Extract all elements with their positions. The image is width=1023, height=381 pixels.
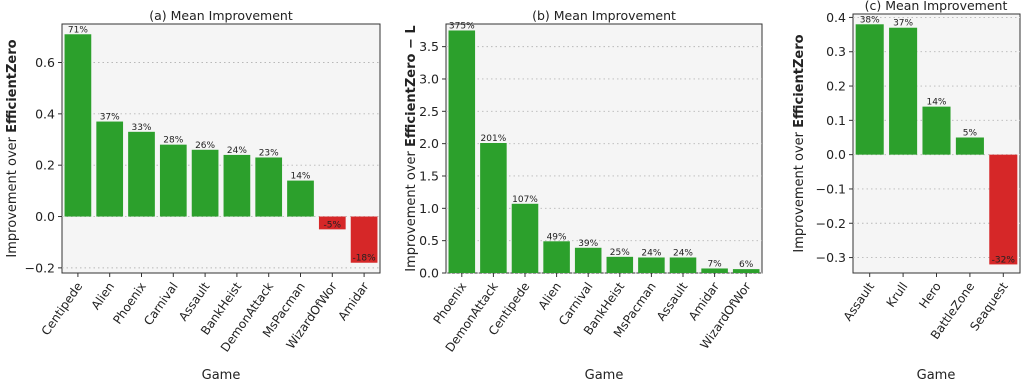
- bar-centipede: [64, 34, 92, 217]
- bar-assault: [191, 149, 219, 217]
- chart-panel-3: −0.3 −0.2 −0.1 0.0 0.1 0.2 0.3 0.4 38% Assault 37%…: [792, 0, 1021, 381]
- y-tick-label: −0.3: [816, 250, 846, 265]
- bar-mspacman: [287, 180, 314, 217]
- bar-alien: [96, 121, 124, 217]
- bar-battlezone: [955, 137, 984, 155]
- bar-hero: [922, 106, 951, 155]
- chart-title: (a) Mean Improvement: [149, 8, 293, 23]
- x-tick-label: Alien: [89, 280, 118, 313]
- data-label: 107%: [512, 195, 538, 205]
- chart-panel-2: 0.00.51.01.52.02.53.03.5375%Phoenix201%D…: [404, 8, 763, 381]
- y-tick-label: 0.0: [826, 147, 846, 162]
- y-tick-label: 0.0: [419, 266, 439, 281]
- data-label: 24%: [641, 248, 661, 258]
- x-tick-label: Centipede: [39, 280, 86, 338]
- data-label: 375%: [449, 21, 475, 31]
- bar-mspacman: [638, 257, 665, 273]
- y-tick-label: 2.5: [419, 104, 439, 119]
- y-tick-label: −0.1: [816, 181, 846, 196]
- x-tick-label: Alien: [535, 280, 564, 313]
- y-tick-label: 0.5: [419, 233, 439, 248]
- x-tick-label: Assault: [841, 279, 878, 323]
- bar-phoenix: [448, 30, 476, 274]
- y-tick-label: 0.2: [826, 79, 846, 94]
- bar-bankheist: [606, 256, 634, 273]
- y-tick-label: 0.2: [35, 158, 55, 173]
- data-label: 14%: [290, 172, 310, 182]
- data-label: 49%: [547, 232, 567, 242]
- bar-amidar: [350, 216, 378, 263]
- data-label: 26%: [195, 141, 215, 151]
- bar-krull: [889, 27, 918, 155]
- y-axis-label: Improvement over EfficientZero: [5, 39, 20, 257]
- y-axis-label-bold: EfficientZero − L: [404, 25, 419, 147]
- x-axis-label: Game: [202, 368, 241, 381]
- bar-wizardofwor: [318, 216, 346, 230]
- data-label: 24%: [227, 146, 247, 156]
- data-label: 23%: [259, 148, 279, 158]
- y-tick-label: 0.4: [35, 106, 55, 121]
- bar-amidar: [701, 268, 728, 273]
- chart-title: (b) Mean Improvement: [532, 8, 676, 23]
- y-axis-label-bold: EfficientZero: [792, 34, 807, 127]
- data-label: 201%: [481, 134, 507, 144]
- data-label: -32%: [992, 255, 1016, 265]
- bar-carnival: [159, 144, 187, 217]
- x-tick-label: Amidar: [335, 280, 371, 323]
- x-tick-label: Hero: [916, 280, 944, 311]
- y-tick-label: 3.5: [419, 39, 439, 54]
- data-label: 37%: [893, 19, 913, 29]
- y-tick-label: 0.0: [35, 209, 55, 224]
- bar-assault: [855, 24, 884, 155]
- data-label: -18%: [352, 254, 376, 264]
- y-axis-label-prefix: Improvement over: [792, 128, 807, 253]
- data-label: 71%: [68, 25, 88, 35]
- data-label: 6%: [739, 260, 754, 270]
- bar-carnival: [574, 247, 602, 273]
- data-label: 25%: [610, 248, 630, 258]
- y-tick-label: 0.4: [826, 10, 846, 25]
- y-tick-label: 0.1: [826, 113, 846, 128]
- y-tick-label: 2.0: [419, 136, 439, 151]
- data-label: 28%: [163, 136, 183, 146]
- y-axis-label-bold: EfficientZero: [5, 39, 20, 132]
- data-label: -5%: [324, 220, 342, 230]
- x-axis-label: Game: [917, 368, 956, 381]
- data-label: 38%: [860, 15, 880, 25]
- data-label: 37%: [100, 113, 120, 123]
- bar-alien: [543, 241, 570, 273]
- data-label: 33%: [131, 123, 151, 133]
- y-tick-label: 1.0: [419, 201, 439, 216]
- data-label: 24%: [673, 248, 693, 258]
- y-axis-label-prefix: Improvement over: [404, 147, 419, 272]
- data-label: 14%: [926, 98, 946, 108]
- y-tick-label: 1.5: [419, 168, 439, 183]
- y-tick-label: 0.3: [826, 44, 846, 59]
- chart-panel-1: −0.20.00.20.40.671%Centipede37%Alien33%P…: [5, 8, 381, 381]
- bar-centipede: [511, 203, 539, 273]
- bar-seaquest: [989, 154, 1018, 265]
- y-axis-label-prefix: Improvement over: [5, 133, 20, 258]
- y-axis-label: Improvement over EfficientZero − L: [404, 25, 419, 271]
- y-tick-label: −0.2: [25, 260, 55, 275]
- y-tick-label: −0.2: [816, 216, 846, 231]
- bar-demonattack: [480, 143, 507, 273]
- y-axis-label: Improvement over EfficientZero: [792, 34, 807, 252]
- bar-wizardofwor: [732, 269, 760, 273]
- bar-bankheist: [223, 154, 251, 217]
- y-tick-label: 0.6: [35, 55, 55, 70]
- bar-demonattack: [255, 157, 283, 217]
- data-label: 5%: [963, 128, 978, 138]
- data-label: 39%: [578, 239, 598, 249]
- y-tick-label: 3.0: [419, 71, 439, 86]
- bar-phoenix: [128, 131, 155, 217]
- x-axis-label: Game: [585, 368, 624, 381]
- x-tick-label: Krull: [884, 280, 911, 310]
- data-label: 7%: [707, 259, 722, 269]
- bar-assault: [669, 257, 697, 273]
- x-tick-label: Assault: [654, 279, 691, 323]
- chart-title: (c) Mean Improvement: [865, 0, 1008, 13]
